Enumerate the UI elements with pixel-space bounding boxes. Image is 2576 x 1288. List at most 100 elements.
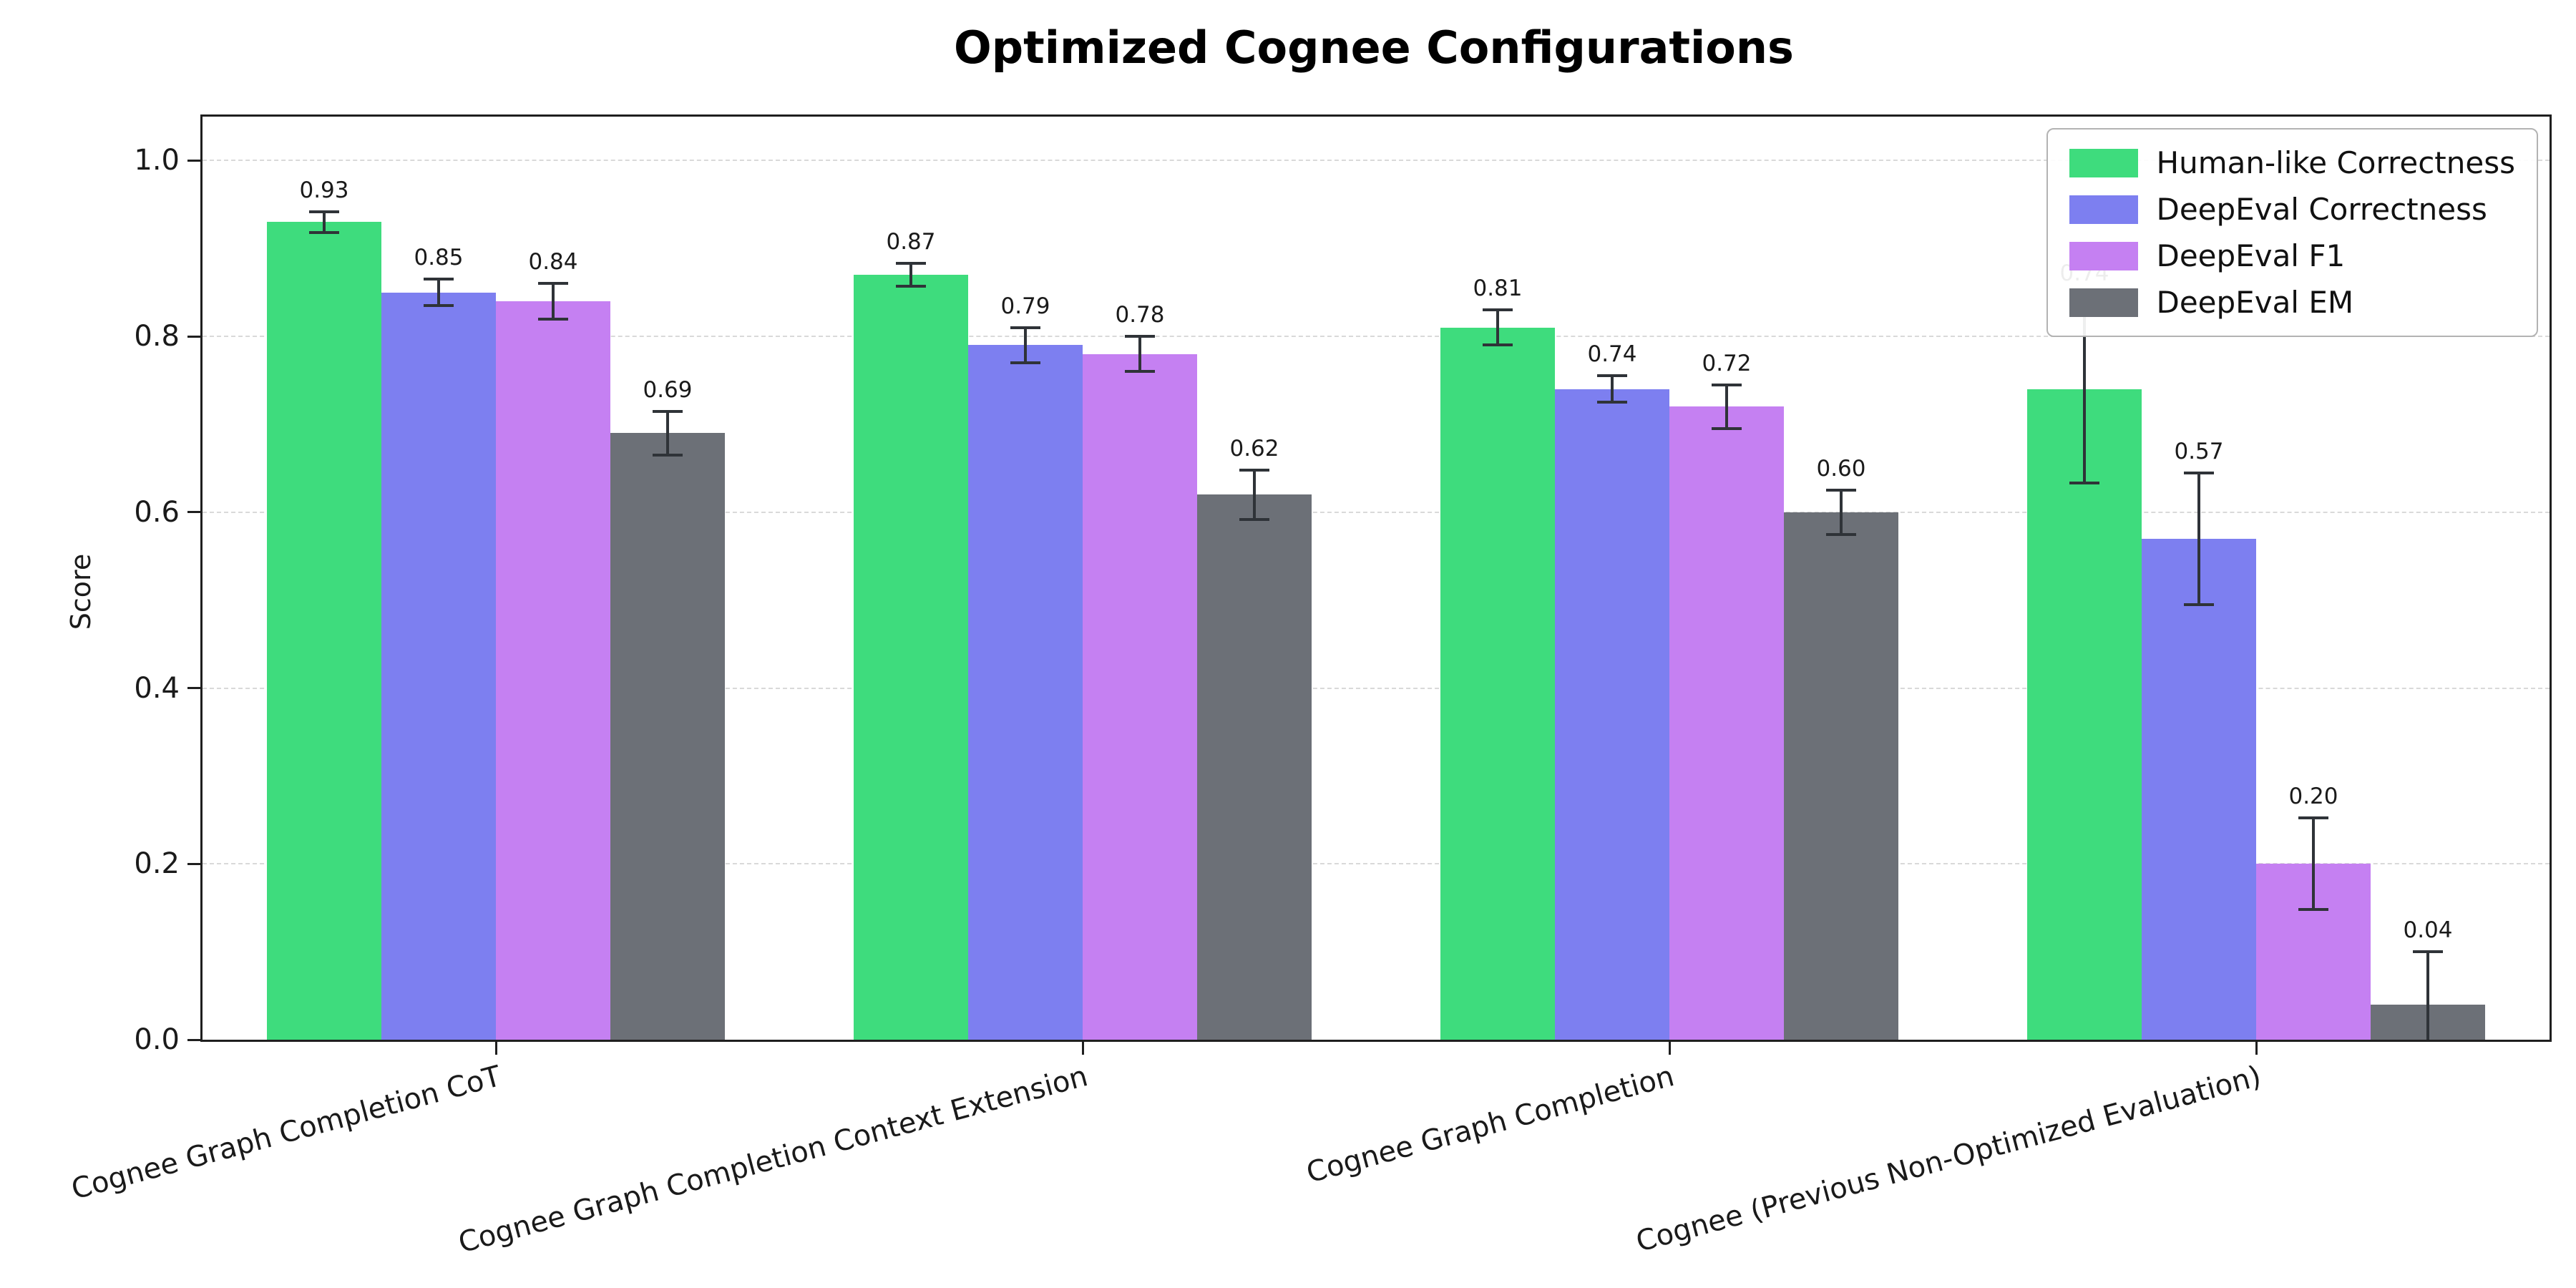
bar-value-label: 0.93 — [299, 177, 349, 203]
y-tick-label: 0.6 — [134, 495, 180, 529]
error-bar-cap-top — [1597, 374, 1627, 378]
bar-value-label: 0.81 — [1473, 275, 1523, 302]
y-tick-mark — [187, 1038, 200, 1041]
bar-value-label: 0.74 — [1587, 341, 1637, 368]
error-bar-cap-top — [2413, 950, 2443, 954]
bar — [610, 433, 725, 1040]
bar-value-label: 0.57 — [2174, 438, 2224, 464]
y-tick-mark — [187, 159, 200, 162]
bar-value-label: 0.04 — [2403, 917, 2453, 944]
gridline — [203, 863, 2550, 865]
error-bar-cap-bottom — [1483, 343, 1513, 347]
legend-entry: DeepEval Correctness — [2069, 192, 2516, 227]
error-bar-cap-bottom — [896, 285, 926, 288]
bar — [1784, 512, 1898, 1040]
error-bar-cap-bottom — [424, 304, 454, 308]
bar-value-label: 0.62 — [1229, 435, 1279, 462]
error-bar-cap-bottom — [2069, 482, 2099, 485]
bar-value-label: 0.69 — [643, 376, 693, 403]
bar — [2027, 389, 2142, 1040]
error-bar-cap-bottom — [2298, 908, 2328, 912]
legend-swatch — [2069, 288, 2138, 317]
bar — [496, 301, 610, 1040]
y-tick-mark — [187, 335, 200, 338]
error-bar-line — [909, 263, 912, 287]
bar — [1555, 389, 1669, 1040]
y-tick-mark — [187, 862, 200, 865]
error-bar-cap-bottom — [1712, 427, 1742, 431]
legend-swatch — [2069, 148, 2138, 177]
error-bar-line — [666, 411, 669, 455]
legend-entry: Human-like Correctness — [2069, 145, 2516, 180]
error-bar-line — [437, 279, 440, 306]
bar — [968, 345, 1083, 1040]
error-bar-cap-top — [1010, 326, 1040, 329]
gridline — [203, 687, 2550, 689]
legend-label: DeepEval F1 — [2156, 238, 2346, 273]
bar-value-label: 0.20 — [2288, 784, 2338, 810]
error-bar-cap-top — [538, 282, 568, 286]
bar — [267, 222, 381, 1040]
error-bar-cap-bottom — [653, 454, 683, 457]
y-tick-label: 0.8 — [134, 320, 180, 353]
bar-value-label: 0.60 — [1816, 456, 1866, 482]
bar-value-label: 0.72 — [1702, 350, 1752, 376]
bar-value-label: 0.85 — [414, 245, 464, 271]
error-bar-cap-bottom — [1826, 532, 1856, 536]
bar-value-label: 0.79 — [1000, 293, 1050, 319]
legend-swatch — [2069, 241, 2138, 270]
legend-label: DeepEval Correctness — [2156, 192, 2487, 227]
error-bar-cap-bottom — [1010, 361, 1040, 364]
x-category-label: Cognee (Previous Non-Optimized Evaluatio… — [1632, 1060, 2265, 1259]
x-category-label: Cognee Graph Completion — [1303, 1060, 1678, 1190]
error-bar-line — [2197, 472, 2200, 605]
y-tick-mark — [187, 511, 200, 514]
x-tick-mark — [2255, 1042, 2258, 1055]
error-bar-line — [1138, 336, 1141, 372]
error-bar-line — [1840, 490, 1843, 535]
error-bar-cap-top — [1826, 489, 1856, 492]
y-tick-label: 0.2 — [134, 847, 180, 881]
error-bar-line — [2426, 952, 2429, 1040]
plot-area: 0.93 0.85 0.84 0.69 0.87 0.79 0.78 0.62 0.81 0.74… — [68, 114, 2552, 1259]
chart-title: Optimized Cognee Configurations — [954, 21, 1794, 74]
error-bar-cap-bottom — [538, 317, 568, 321]
bar — [854, 275, 968, 1040]
error-bar-line — [552, 283, 555, 319]
gridline — [203, 336, 2550, 338]
error-bar-line — [1496, 310, 1499, 346]
legend-entry: DeepEval EM — [2069, 285, 2516, 320]
error-bar-cap-top — [653, 409, 683, 413]
bar-value-label: 0.87 — [886, 229, 936, 255]
bar — [1669, 406, 1784, 1040]
y-tick-label: 0.0 — [134, 1023, 180, 1056]
error-bar-line — [1611, 376, 1614, 403]
error-bar-line — [1024, 327, 1027, 363]
bar — [1440, 327, 1555, 1040]
error-bar-cap-top — [424, 278, 454, 281]
error-bar-cap-top — [1483, 308, 1513, 312]
bar — [2142, 538, 2256, 1040]
x-category-label: Cognee Graph Completion CoT — [67, 1060, 504, 1206]
error-bar-line — [2312, 818, 2315, 910]
error-bar-line — [2083, 295, 2086, 484]
legend-label: DeepEval EM — [2156, 285, 2354, 320]
gridline — [203, 511, 2550, 513]
error-bar-cap-bottom — [309, 231, 339, 235]
error-bar-line — [1725, 384, 1728, 429]
error-bar-line — [323, 211, 326, 233]
legend-label: Human-like Correctness — [2156, 145, 2516, 180]
bar — [1083, 353, 1197, 1040]
bar-value-label: 0.84 — [528, 249, 578, 275]
error-bar-cap-top — [2184, 471, 2214, 474]
legend-entry: DeepEval F1 — [2069, 238, 2516, 273]
x-tick-mark — [494, 1042, 497, 1055]
error-bar-cap-top — [309, 210, 339, 213]
error-bar-cap-top — [896, 262, 926, 265]
error-bar-cap-top — [1239, 468, 1269, 472]
y-tick-label: 0.4 — [134, 671, 180, 705]
error-bar-cap-bottom — [2184, 602, 2214, 606]
x-tick-mark — [1081, 1042, 1084, 1055]
error-bar-cap-bottom — [1239, 517, 1269, 521]
